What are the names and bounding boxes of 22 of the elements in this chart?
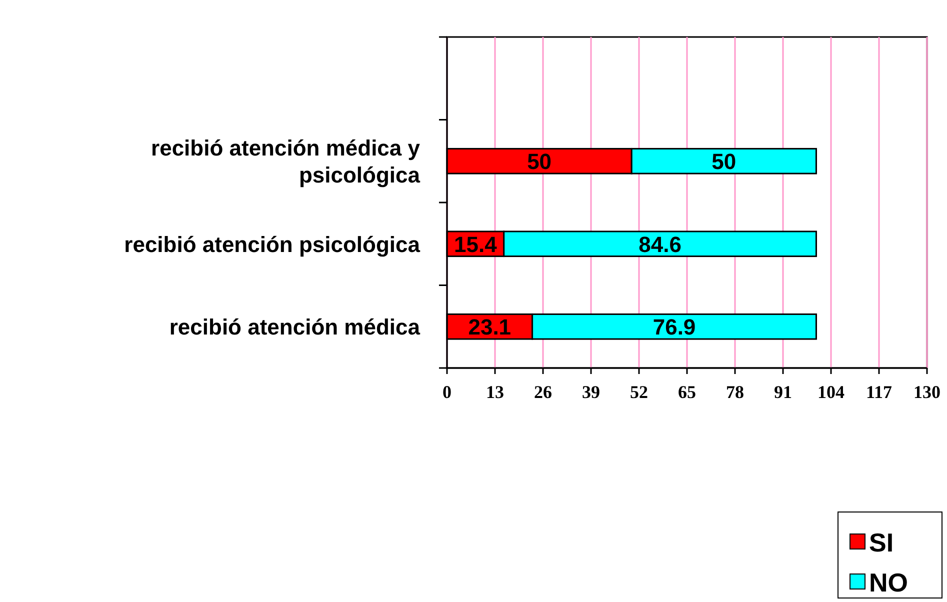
- data-label: 84.6: [638, 232, 682, 257]
- x-tick-label: 65: [678, 382, 696, 402]
- x-tick-label: 39: [582, 382, 600, 402]
- x-tick-label: 13: [486, 382, 504, 402]
- x-tick-label: 26: [534, 382, 552, 402]
- data-label: 50: [527, 149, 552, 174]
- y-tick-label: recibió atención médica: [169, 314, 421, 340]
- y-tick-label: recibió atención médica y psicológica: [151, 136, 421, 188]
- x-tick-label: 0: [442, 382, 452, 402]
- legend-label: SI: [869, 527, 894, 558]
- x-tick-label: 78: [726, 382, 744, 402]
- x-tick-label: 117: [866, 382, 892, 402]
- data-label: 50: [712, 149, 736, 174]
- legend-label: NO: [869, 567, 908, 598]
- y-tick-label: recibió atención psicológica: [124, 232, 421, 257]
- data-label: 76.9: [652, 314, 696, 340]
- x-tick-label: 52: [630, 382, 648, 402]
- x-tick-label: 91: [774, 382, 792, 402]
- x-tick-label: 104: [818, 382, 844, 402]
- data-label: 15.4: [454, 232, 498, 257]
- data-label: 23.1: [468, 314, 512, 340]
- x-tick-label: 130: [914, 382, 940, 402]
